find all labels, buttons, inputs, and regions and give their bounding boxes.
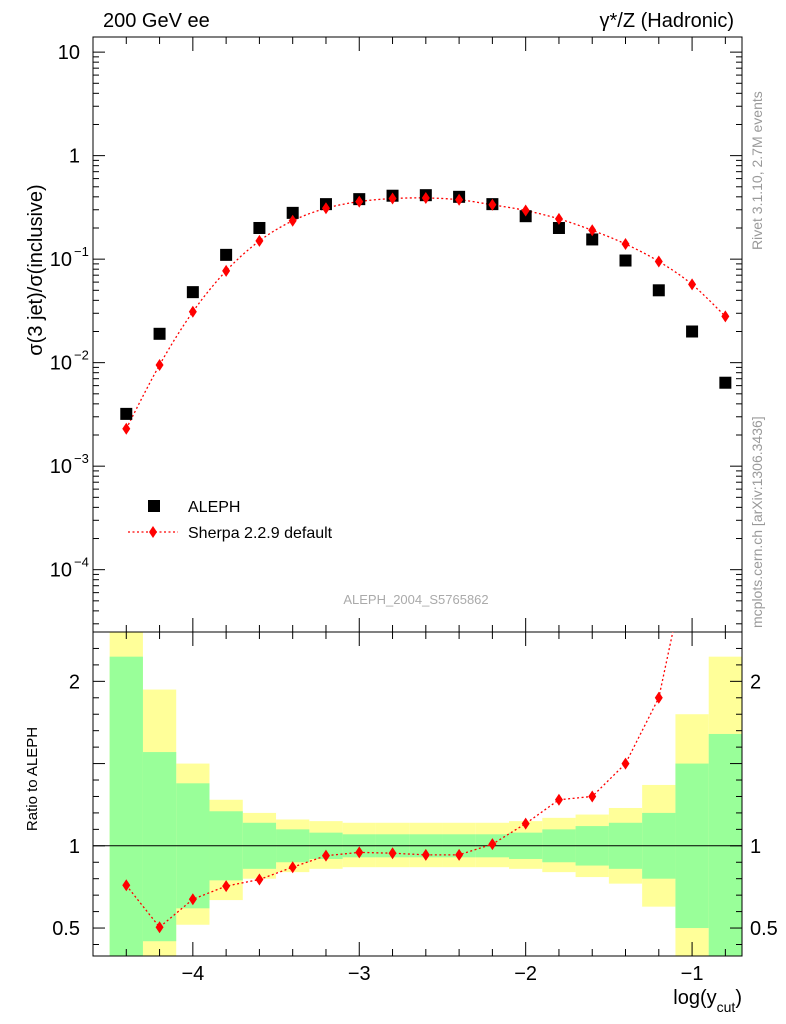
ratio-sherpa-point: [188, 893, 197, 906]
main-ytick-label-exp: −3: [74, 451, 89, 466]
ratio-plot-area: [122, 281, 729, 934]
ratio-xtick-label: −4: [181, 963, 204, 985]
sherpa-point: [521, 204, 530, 217]
sherpa-point: [688, 278, 697, 291]
ratio-sherpa-point: [521, 817, 530, 830]
legend-label-aleph: ALEPH: [188, 499, 240, 516]
ratio-axes: 0.5 0.5 1 1 2 2 −4 −3 −2 −1: [52, 631, 778, 985]
aleph-point: [586, 233, 599, 246]
legend: ALEPH Sherpa 2.2.9 default: [128, 499, 333, 542]
aleph-point: [186, 286, 199, 299]
aleph-point: [552, 221, 565, 234]
band-inner-bin: [142, 752, 177, 942]
sherpa-line: [125, 197, 726, 430]
ratio-sherpa-point: [421, 848, 430, 861]
sherpa-point: [355, 195, 364, 208]
x-axis-title: log(ycut): [673, 987, 742, 1015]
aleph-point: [153, 327, 166, 340]
main-ytick-label: 10: [50, 456, 72, 478]
sherpa-point: [721, 310, 730, 323]
ratio-sherpa-point: [688, 536, 696, 548]
aleph-point: [686, 325, 699, 338]
sherpa-point: [321, 202, 330, 215]
sherpa-point: [421, 191, 430, 204]
band-inner-bin: [109, 656, 143, 956]
ratio-frame: [92, 631, 743, 957]
legend-label-sherpa: Sherpa 2.2.9 default: [188, 525, 333, 542]
ratio-ytick-label: 0.5: [52, 918, 80, 940]
ratio-ytick-label-right: 0.5: [750, 918, 778, 940]
ratio-xtick-label: −1: [681, 963, 704, 985]
sherpa-point: [488, 198, 497, 211]
legend-marker-sherpa: [149, 526, 157, 538]
ratio-sherpa-point: [355, 846, 364, 859]
aleph-point: [619, 254, 632, 267]
ratio-sherpa-point: [455, 848, 464, 861]
sherpa-point: [554, 212, 563, 225]
ratio-sherpa-point: [488, 838, 497, 851]
ratio-xtick-label: −3: [348, 963, 371, 985]
ratio-sherpa-point: [621, 757, 630, 770]
ratio-sherpa-point: [721, 281, 729, 293]
sherpa-point: [288, 214, 297, 227]
ratio-ytick-label-right: 1: [750, 836, 761, 858]
main-ytick-label: 10: [50, 560, 72, 582]
ratio-sherpa-point: [654, 691, 663, 704]
sherpa-point: [155, 358, 164, 371]
sherpa-point: [588, 224, 597, 237]
main-ytick-label: 1: [69, 146, 80, 168]
band-inner-bin: [708, 733, 742, 956]
ratio-sherpa-point: [222, 880, 231, 893]
main-ytick-label: 10: [58, 42, 80, 64]
sherpa-point: [122, 422, 131, 435]
ratio-sherpa-point: [321, 849, 330, 862]
legend-marker-aleph: [148, 500, 160, 512]
ratio-ylabel: Ratio to ALEPH: [24, 727, 41, 831]
ratio-sherpa-point: [255, 873, 264, 886]
ratio-sherpa-point: [554, 793, 563, 806]
rivet-label: Rivet 3.1.10, 2.7M events: [749, 91, 765, 250]
ratio-sherpa-point: [122, 879, 131, 892]
ratio-uncertainty-bands: [109, 632, 742, 956]
ratio-sherpa-point: [155, 921, 164, 934]
aleph-point: [719, 376, 732, 389]
sherpa-point: [255, 234, 264, 247]
ratio-ytick-label: 1: [69, 836, 80, 858]
ratio-xtick-label: −2: [514, 963, 537, 985]
ratio-sherpa-point: [288, 861, 297, 874]
main-plot-area: [120, 189, 732, 435]
ratio-sherpa-point: [588, 790, 597, 803]
analysis-label: ALEPH_2004_S5765862: [343, 592, 488, 607]
aleph-point: [253, 221, 266, 234]
main-ytick-label-exp: −4: [74, 555, 89, 570]
header-left: 200 GeV ee: [103, 10, 210, 32]
sherpa-point: [621, 238, 630, 251]
sherpa-point: [222, 264, 231, 277]
ratio-ytick-label-right: 2: [750, 671, 761, 693]
aleph-point: [220, 248, 233, 261]
main-ylabel: σ(3 jet)/σ(inclusive): [25, 184, 47, 355]
mcplots-label: mcplots.cern.ch [arXiv:1306.3436]: [749, 416, 765, 628]
sherpa-point: [654, 255, 663, 268]
main-ytick-label: 10: [50, 249, 72, 271]
main-ytick-label-exp: −2: [74, 348, 89, 363]
sherpa-point: [388, 192, 397, 205]
main-ytick-label-exp: −1: [74, 244, 89, 259]
aleph-point: [120, 407, 133, 420]
main-frame: [92, 36, 743, 633]
main-ytick-label: 10: [50, 353, 72, 375]
ratio-ytick-label: 2: [69, 671, 80, 693]
header-right: γ*/Z (Hadronic): [600, 10, 734, 32]
ratio-sherpa-point: [388, 847, 397, 860]
aleph-point: [652, 284, 665, 297]
aleph-point: [286, 206, 299, 219]
sherpa-point: [455, 193, 464, 206]
sherpa-point: [188, 305, 197, 318]
